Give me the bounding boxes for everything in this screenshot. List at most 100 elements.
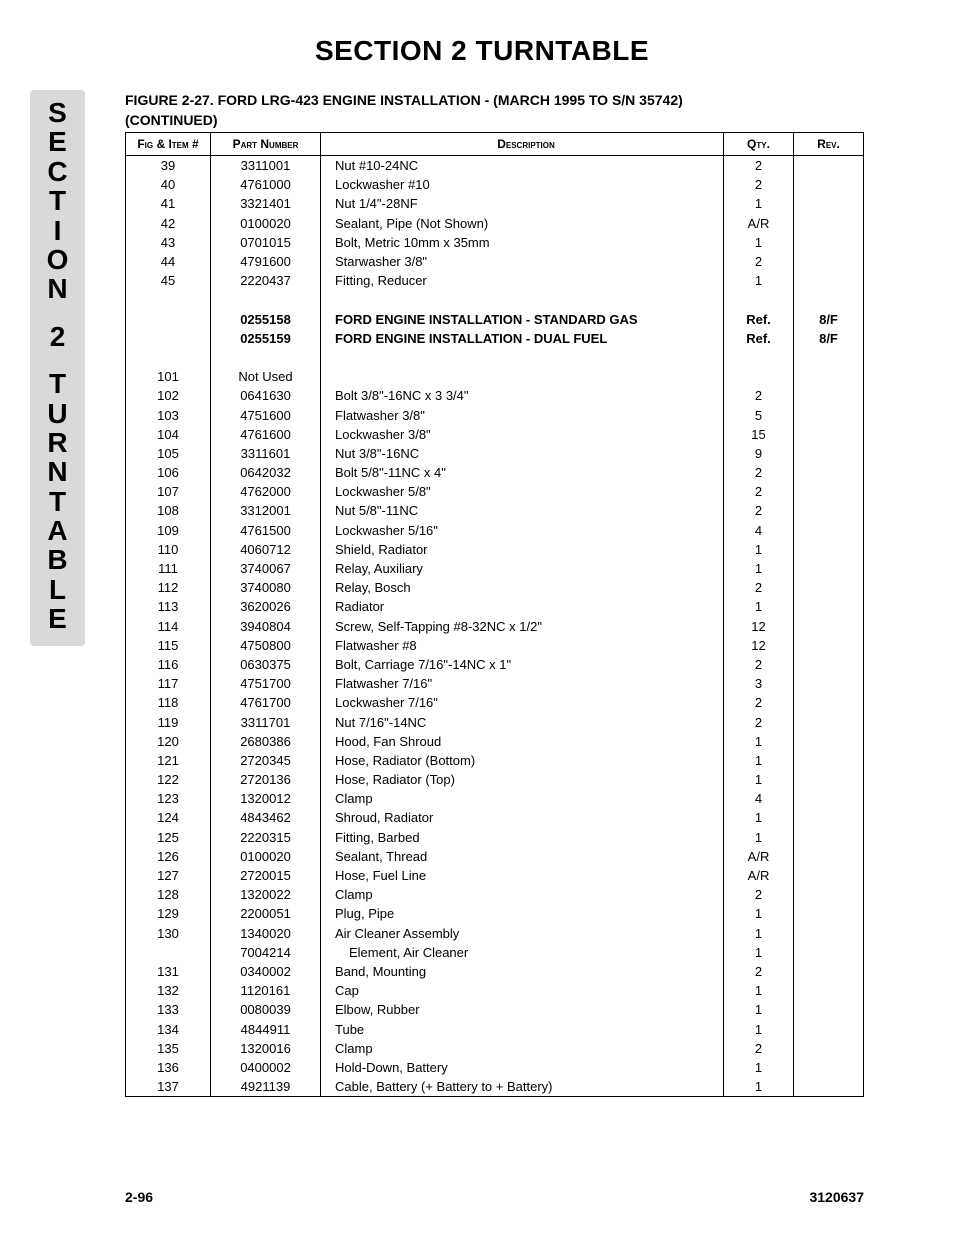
cell xyxy=(724,367,794,386)
cell: Clamp xyxy=(321,1039,724,1058)
cell xyxy=(794,924,864,943)
table-row: 1060642032Bolt 5/8"-11NC x 4"2 xyxy=(126,463,864,482)
table-row: 1123740080Relay, Bosch2 xyxy=(126,578,864,597)
table-row: 452220437Fitting, Reducer1 xyxy=(126,271,864,290)
cell xyxy=(794,578,864,597)
cell: 2720345 xyxy=(211,751,321,770)
cell: 131 xyxy=(126,962,211,981)
cell: 2 xyxy=(724,252,794,271)
cell: 44 xyxy=(126,252,211,271)
cell: Hose, Fuel Line xyxy=(321,866,724,885)
cell: 4844911 xyxy=(211,1019,321,1038)
table-row: 413321401Nut 1/4"-28NF1 xyxy=(126,194,864,213)
table-row: 1330080039Elbow, Rubber1 xyxy=(126,1000,864,1019)
cell: Hose, Radiator (Bottom) xyxy=(321,751,724,770)
table-row: 1154750800Flatwasher #812 xyxy=(126,636,864,655)
cell xyxy=(794,962,864,981)
cell xyxy=(794,674,864,693)
cell: Flatwasher 3/8" xyxy=(321,405,724,424)
cell: 101 xyxy=(126,367,211,386)
cell: Relay, Auxiliary xyxy=(321,559,724,578)
cell: 126 xyxy=(126,847,211,866)
table-row xyxy=(126,348,864,367)
table-row: 1133620026Radiator1 xyxy=(126,597,864,616)
table-row: 1074762000Lockwasher 5/8"2 xyxy=(126,482,864,501)
cell: Cap xyxy=(321,981,724,1000)
cell: 0100020 xyxy=(211,847,321,866)
cell xyxy=(794,597,864,616)
cell: 4060712 xyxy=(211,540,321,559)
cell: 4761000 xyxy=(211,175,321,194)
cell: 1 xyxy=(724,904,794,923)
cell: 3312001 xyxy=(211,501,321,520)
cell xyxy=(794,655,864,674)
cell xyxy=(724,290,794,309)
cell: 8/F xyxy=(794,310,864,329)
cell xyxy=(794,290,864,309)
cell: 1 xyxy=(724,943,794,962)
cell: 39 xyxy=(126,156,211,176)
cell: Fitting, Barbed xyxy=(321,828,724,847)
cell: 120 xyxy=(126,732,211,751)
cell: 4 xyxy=(724,789,794,808)
cell: Screw, Self-Tapping #8-32NC x 1/2" xyxy=(321,617,724,636)
cell xyxy=(794,559,864,578)
cell: Starwasher 3/8" xyxy=(321,252,724,271)
cell xyxy=(126,943,211,962)
table-row: 444791600Starwasher 3/8"2 xyxy=(126,252,864,271)
cell xyxy=(794,214,864,233)
cell xyxy=(126,310,211,329)
cell xyxy=(794,1039,864,1058)
cell: FORD ENGINE INSTALLATION - DUAL FUEL xyxy=(321,329,724,348)
cell: 0340002 xyxy=(211,962,321,981)
footer-docnum: 3120637 xyxy=(809,1189,864,1205)
cell: 3740080 xyxy=(211,578,321,597)
cell xyxy=(794,847,864,866)
cell: Clamp xyxy=(321,789,724,808)
cell: 3940804 xyxy=(211,617,321,636)
table-row: 1374921139Cable, Battery (+ Battery to +… xyxy=(126,1077,864,1097)
figure-title-line1: FIGURE 2-27. FORD LRG-423 ENGINE INSTALL… xyxy=(125,92,864,108)
cell xyxy=(211,348,321,367)
cell: 0255158 xyxy=(211,310,321,329)
cell: 3321401 xyxy=(211,194,321,213)
cell: Bolt, Metric 10mm x 35mm xyxy=(321,233,724,252)
table-row: 420100020Sealant, Pipe (Not Shown)A/R xyxy=(126,214,864,233)
cell: 1 xyxy=(724,751,794,770)
table-row: 1193311701Nut 7/16"-14NC2 xyxy=(126,712,864,731)
cell: 3620026 xyxy=(211,597,321,616)
cell: 0400002 xyxy=(211,1058,321,1077)
cell: 4791600 xyxy=(211,252,321,271)
cell: 7004214 xyxy=(211,943,321,962)
cell: 121 xyxy=(126,751,211,770)
section-title: SECTION 2 TURNTABLE xyxy=(100,35,864,67)
cell xyxy=(794,194,864,213)
table-row xyxy=(126,290,864,309)
cell: 4761500 xyxy=(211,521,321,540)
table-row: 1310340002Band, Mounting2 xyxy=(126,962,864,981)
cell: 122 xyxy=(126,770,211,789)
cell: 130 xyxy=(126,924,211,943)
cell: 109 xyxy=(126,521,211,540)
table-row: 1174751700Flatwasher 7/16"3 xyxy=(126,674,864,693)
cell: 4 xyxy=(724,521,794,540)
table-row: 7004214Element, Air Cleaner1 xyxy=(126,943,864,962)
cell: Radiator xyxy=(321,597,724,616)
cell: 134 xyxy=(126,1019,211,1038)
cell: 114 xyxy=(126,617,211,636)
table-row: 1184761700Lockwasher 7/16"2 xyxy=(126,693,864,712)
cell: FORD ENGINE INSTALLATION - STANDARD GAS xyxy=(321,310,724,329)
cell xyxy=(794,751,864,770)
cell: Nut #10-24NC xyxy=(321,156,724,176)
cell xyxy=(794,885,864,904)
cell xyxy=(794,808,864,827)
cell: 2 xyxy=(724,885,794,904)
header-rev: Rev. xyxy=(794,133,864,156)
cell xyxy=(794,1019,864,1038)
cell: 107 xyxy=(126,482,211,501)
cell: 4762000 xyxy=(211,482,321,501)
cell: 116 xyxy=(126,655,211,674)
cell: 2 xyxy=(724,1039,794,1058)
cell: 133 xyxy=(126,1000,211,1019)
cell: Clamp xyxy=(321,885,724,904)
